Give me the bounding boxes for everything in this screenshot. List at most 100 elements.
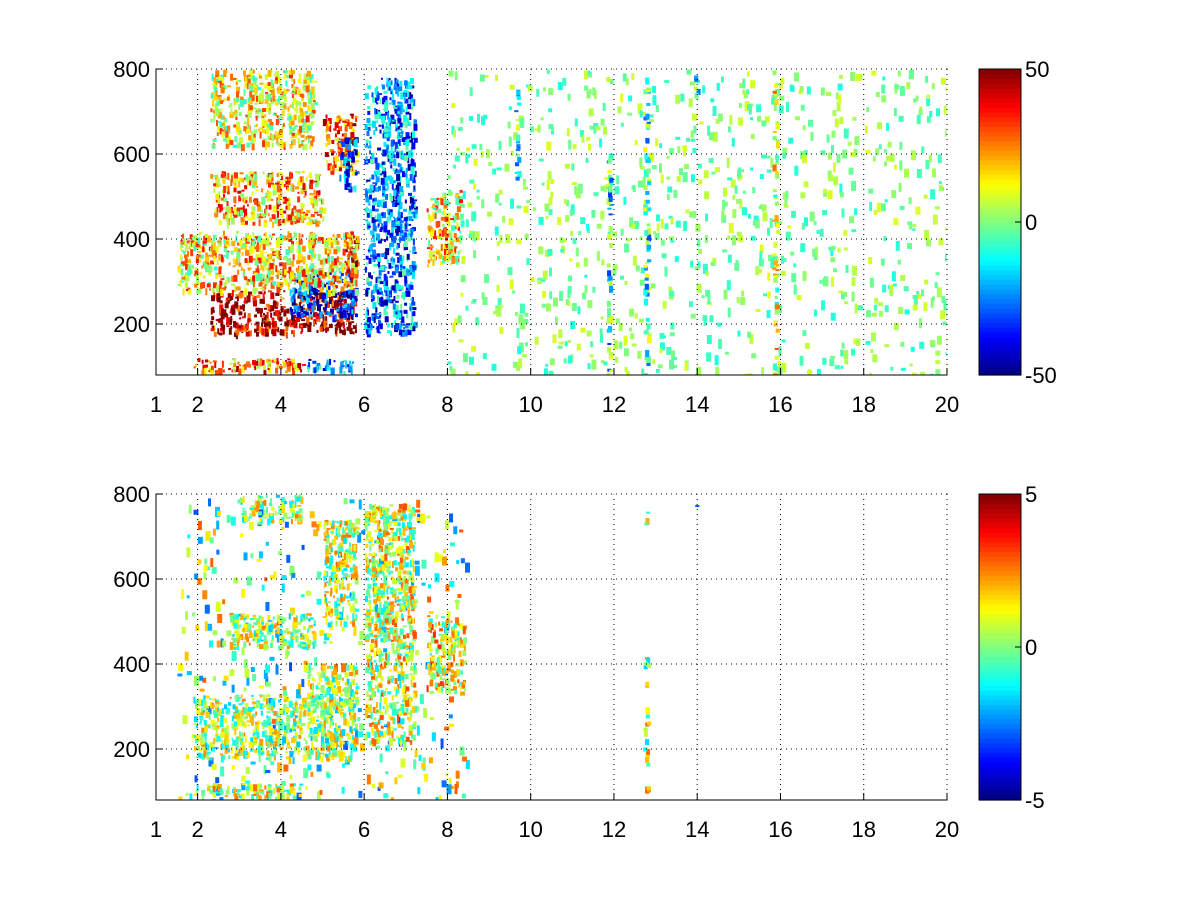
heatmap-cell	[393, 190, 397, 197]
heatmap-cell	[205, 359, 209, 363]
heatmap-cell	[945, 87, 947, 92]
heatmap-cell	[403, 217, 408, 222]
heatmap-cell	[216, 258, 219, 265]
heatmap-cell	[358, 499, 362, 510]
heatmap-cell	[375, 173, 378, 177]
heatmap-cell	[312, 296, 316, 300]
heatmap-cell	[516, 90, 521, 96]
heatmap-cell	[351, 168, 356, 176]
heatmap-cell	[188, 246, 191, 250]
heatmap-cell	[213, 331, 217, 337]
heatmap-cell	[732, 209, 737, 219]
heatmap-cell	[252, 295, 255, 298]
heatmap-cell	[865, 149, 871, 154]
heatmap-cell	[245, 331, 250, 337]
heatmap-cell	[576, 343, 581, 351]
heatmap-cell	[355, 302, 358, 307]
heatmap-cell	[308, 283, 312, 291]
heatmap-cell	[609, 243, 614, 249]
heatmap-cell	[298, 684, 302, 695]
heatmap-cell	[293, 89, 298, 95]
colorbar-swatch	[979, 126, 1021, 132]
heatmap-cell	[224, 286, 227, 289]
heatmap-cell	[243, 312, 246, 318]
heatmap-cell	[339, 318, 344, 324]
heatmap-cell	[223, 186, 227, 194]
heatmap-cell	[250, 246, 255, 254]
heatmap-cell	[247, 179, 250, 186]
heatmap-cell	[236, 252, 241, 259]
heatmap-cell	[376, 91, 379, 95]
heatmap-cell	[369, 324, 373, 329]
heatmap-cell	[291, 573, 296, 579]
heatmap-cell	[252, 300, 257, 307]
heatmap-cell	[458, 339, 464, 343]
heatmap-cell	[481, 292, 485, 300]
heatmap-cell	[217, 240, 222, 243]
heatmap-cell	[264, 114, 267, 118]
heatmap-cell	[608, 185, 613, 193]
heatmap-cell	[347, 259, 350, 267]
heatmap-cell	[355, 236, 360, 244]
heatmap-cell	[265, 127, 269, 135]
heatmap-cell	[456, 147, 460, 151]
heatmap-cell	[301, 141, 304, 147]
heatmap-cell	[268, 204, 272, 210]
heatmap-cell	[244, 258, 248, 264]
heatmap-cell	[473, 183, 477, 190]
heatmap-cell	[244, 121, 249, 125]
heatmap-cell	[229, 362, 233, 365]
heatmap-cell	[320, 213, 323, 218]
heatmap-cell	[462, 191, 466, 200]
heatmap-cell	[192, 264, 195, 269]
heatmap-cell	[283, 88, 288, 94]
heatmap-cell	[329, 166, 332, 169]
heatmap-cell	[346, 281, 351, 285]
heatmap-cell	[309, 184, 314, 190]
colorbar-swatch	[979, 341, 1021, 347]
heatmap-cell	[311, 144, 314, 147]
heatmap-cell	[226, 514, 231, 523]
heatmap-cell	[384, 133, 389, 138]
heatmap-cell	[275, 664, 279, 675]
heatmap-cell	[774, 162, 780, 165]
heatmap-cell	[538, 216, 544, 225]
heatmap-cell	[591, 209, 596, 218]
heatmap-cell	[338, 267, 341, 271]
heatmap-cell	[534, 336, 539, 345]
heatmap-cell	[231, 112, 235, 115]
heatmap-cell	[270, 79, 273, 86]
heatmap-cell	[218, 267, 222, 275]
heatmap-cell	[527, 85, 533, 92]
heatmap-cell	[275, 629, 279, 638]
heatmap-cell	[402, 255, 405, 262]
heatmap-cell	[369, 208, 373, 214]
heatmap-cell	[216, 98, 220, 105]
heatmap-cell	[646, 121, 651, 124]
heatmap-cell	[253, 200, 257, 205]
heatmap-cell	[752, 187, 756, 194]
heatmap-cell	[774, 170, 779, 173]
heatmap-cell	[375, 307, 378, 313]
heatmap-cell	[281, 617, 287, 622]
heatmap-cell	[510, 198, 515, 209]
heatmap-cell	[697, 163, 702, 169]
heatmap-cell	[431, 732, 436, 742]
heatmap-cell	[246, 675, 250, 686]
heatmap-cell	[625, 370, 630, 375]
heatmap-cell	[916, 114, 921, 124]
heatmap-cell	[747, 331, 752, 338]
heatmap-cell	[587, 71, 592, 76]
heatmap-cell	[328, 267, 333, 273]
heatmap-cell	[232, 358, 237, 361]
heatmap-cell	[207, 724, 211, 729]
heatmap-cell	[703, 315, 707, 326]
heatmap-cell	[219, 318, 224, 324]
heatmap-cell	[240, 193, 245, 198]
heatmap-cell	[828, 246, 834, 251]
heatmap-cell	[244, 208, 248, 216]
heatmap-cell	[839, 116, 844, 124]
heatmap-cell	[232, 365, 235, 373]
heatmap-cell	[304, 124, 308, 131]
heatmap-cell	[568, 275, 573, 282]
